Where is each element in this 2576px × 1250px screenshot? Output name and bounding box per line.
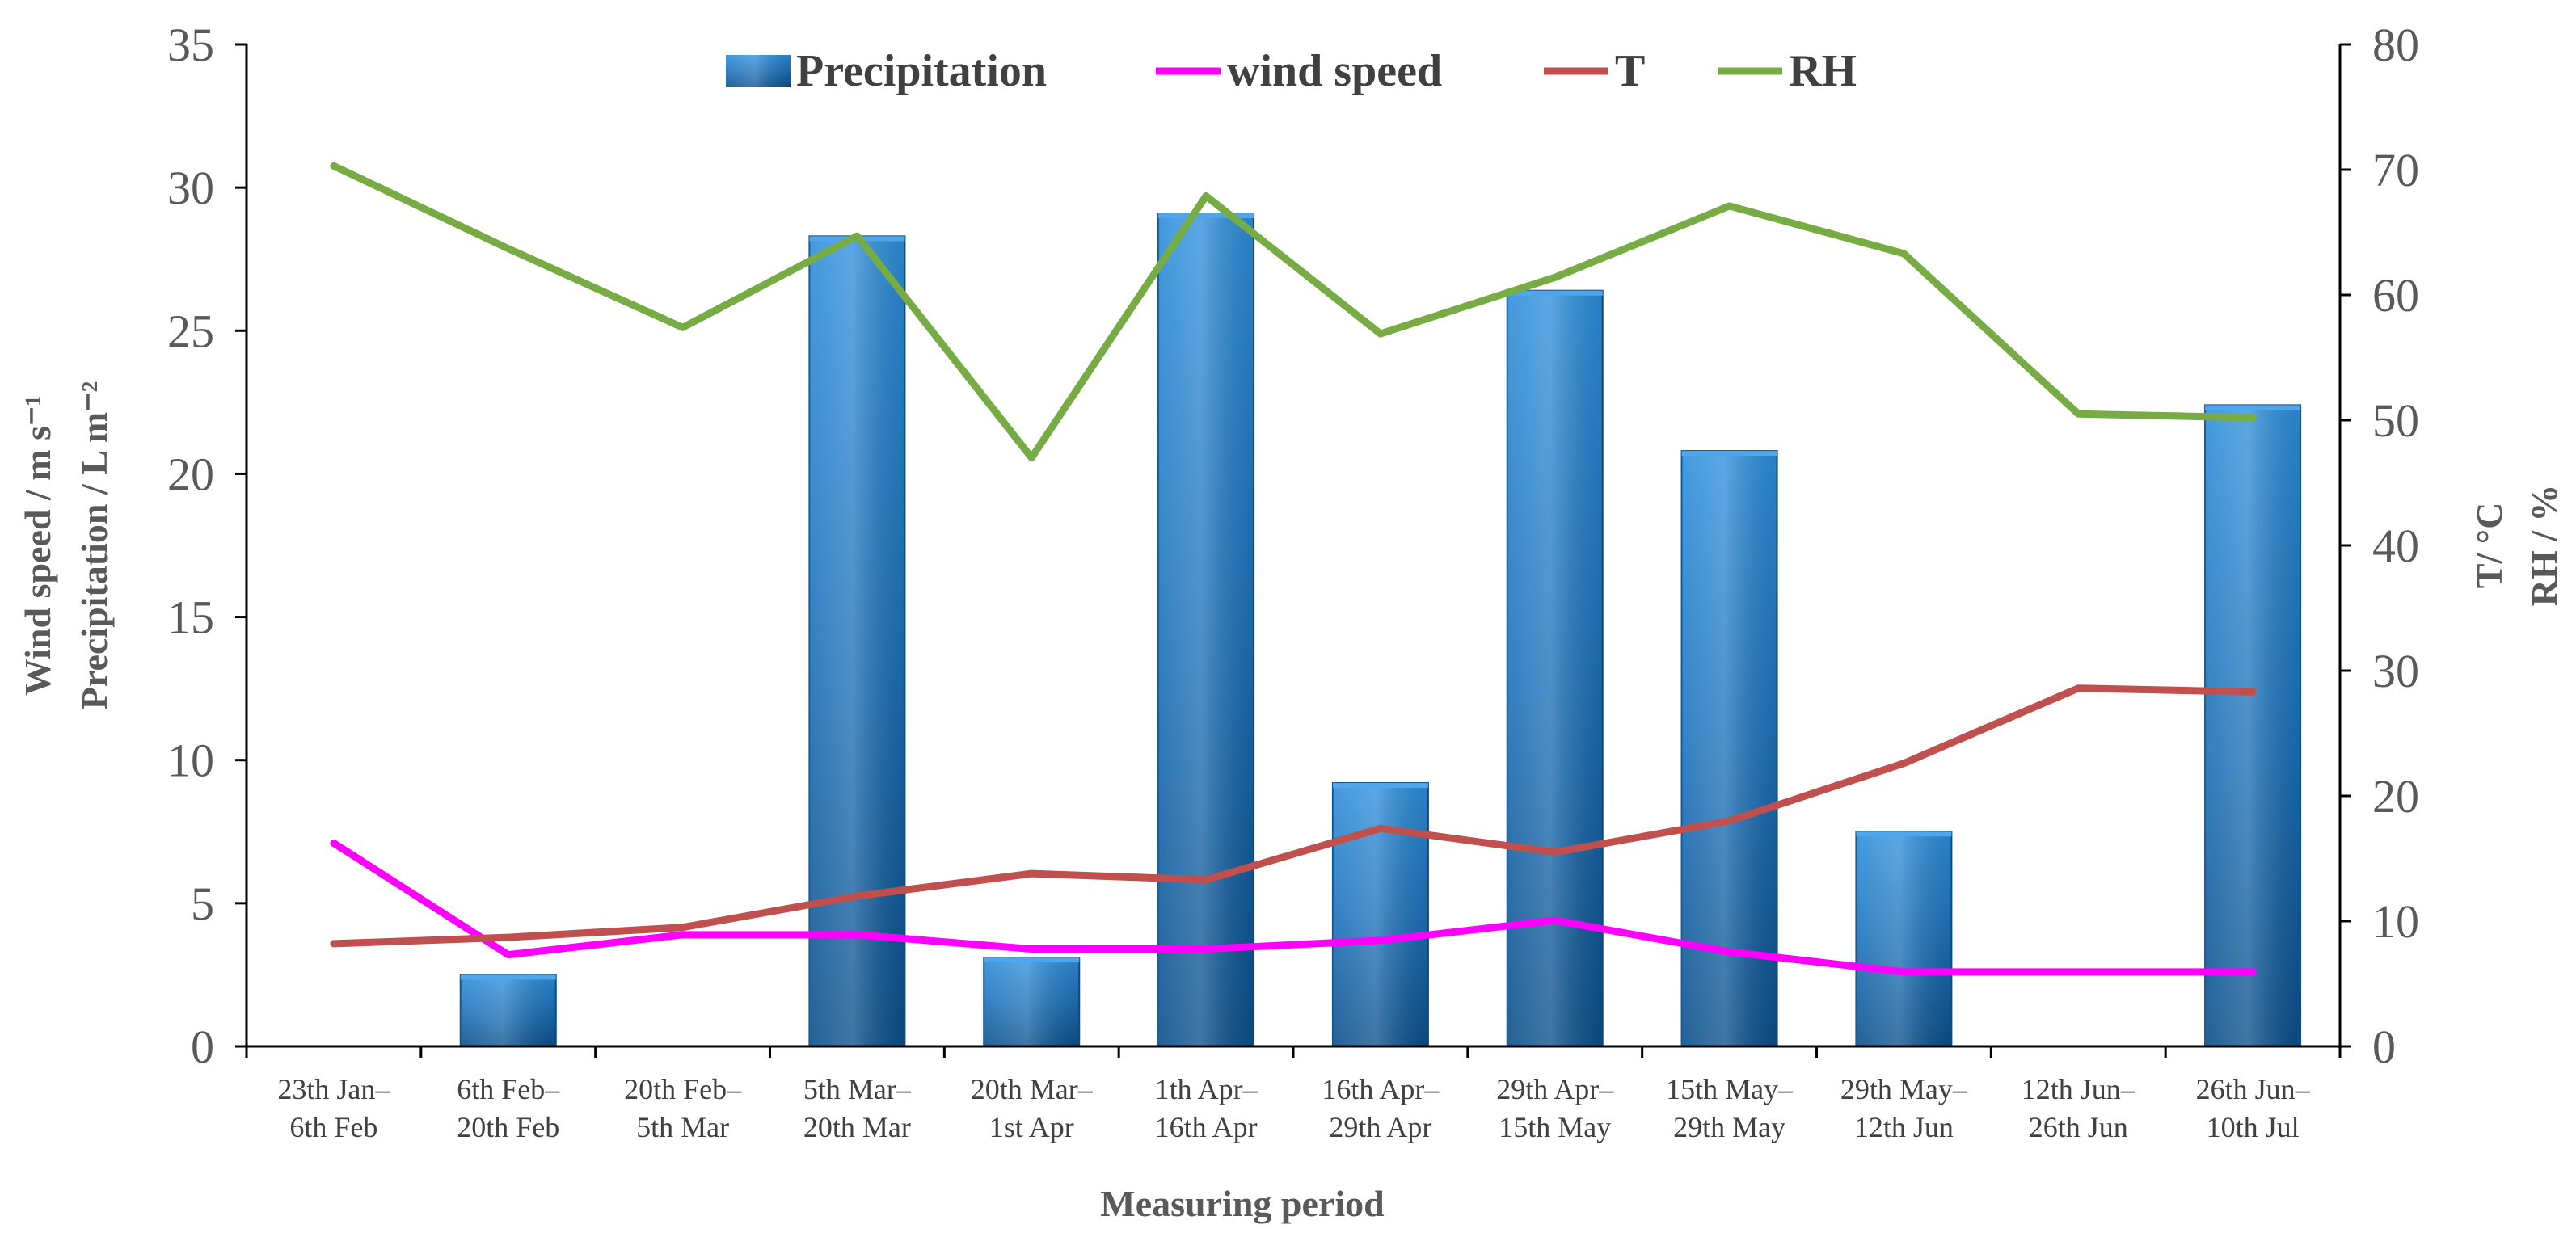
right-tick-label: 40 (2372, 520, 2419, 572)
precipitation-bar-cap (460, 974, 556, 980)
category-label: 1th Apr– (1155, 1073, 1258, 1105)
category-label: 12th Jun (1854, 1111, 1954, 1143)
right-tick-label: 20 (2372, 770, 2419, 823)
category-label: 5th Mar (636, 1111, 729, 1143)
category-label: 29th May (1673, 1111, 1785, 1143)
category-label: 20th Feb– (624, 1073, 742, 1105)
left-axis-title-2: Precipitation / L m⁻² (74, 381, 115, 709)
category-label: 29th Apr– (1496, 1073, 1614, 1105)
precipitation-bar-cap (2205, 405, 2301, 410)
category-label: 6th Feb– (457, 1073, 560, 1105)
category-label: 16th Apr (1155, 1111, 1258, 1143)
right-tick-label: 60 (2372, 269, 2419, 322)
right-tick-label: 30 (2372, 645, 2419, 697)
right-tick-label: 10 (2372, 895, 2419, 948)
right-axis-title-1: T/ °C (2468, 503, 2510, 589)
precipitation-bar-shine (1158, 213, 1254, 1046)
legend-label-wind-speed: wind speed (1227, 46, 1442, 96)
right-axis-title-2: RH / % (2523, 485, 2565, 607)
left-tick-label: 25 (167, 305, 214, 357)
right-tick-label: 50 (2372, 394, 2419, 447)
line-series (330, 162, 2257, 976)
axis-ticks: 0 5 10 15 20 25 30 35 0 10 20 30 40 50 60 70 80 (167, 19, 2419, 1073)
category-label: 15th May– (1666, 1073, 1794, 1105)
category-label: 5th Mar– (803, 1073, 912, 1105)
category-labels: 23th Jan– 6th Feb 6th Feb– 20th Feb 20th Feb… (277, 1073, 2310, 1143)
legend-swatch-shine (726, 55, 791, 87)
left-tick-label: 20 (167, 448, 214, 500)
left-axis-title-1: Wind speed / m s⁻¹ (17, 395, 58, 696)
precipitation-bar-cap (1158, 213, 1254, 219)
category-label: 20th Mar– (971, 1073, 1094, 1105)
series-line-wind-speed (330, 839, 2257, 976)
category-label: 20th Feb (457, 1111, 559, 1143)
precipitation-bar-shine (2205, 405, 2301, 1046)
right-tick-label: 0 (2372, 1021, 2396, 1073)
left-tick-label: 30 (167, 162, 214, 214)
precipitation-bar-shine (1507, 290, 1603, 1047)
precipitation-bar-cap (1507, 290, 1603, 296)
category-label: 20th Mar (803, 1111, 911, 1143)
precipitation-bar-shine (1332, 783, 1428, 1046)
left-tick-label: 10 (167, 734, 214, 787)
legend-label-rh: RH (1789, 46, 1857, 96)
precipitation-bar-cap (1856, 831, 1952, 837)
category-label: 10th Jul (2207, 1111, 2300, 1143)
precipitation-bar-cap (1332, 783, 1428, 789)
x-axis-title: Measuring period (1100, 1183, 1385, 1224)
left-tick-label: 35 (167, 19, 214, 71)
left-tick-label: 15 (167, 591, 214, 644)
legend: Precipitation wind speed T RH (726, 46, 1857, 96)
left-tick-label: 5 (191, 878, 214, 930)
category-label: 26th Jun– (2196, 1073, 2311, 1105)
series-line-t (330, 684, 2257, 948)
category-label: 16th Apr– (1322, 1073, 1440, 1105)
right-tick-label: 80 (2372, 19, 2419, 71)
left-tick-label: 0 (191, 1021, 214, 1073)
precipitation-bar-shine (460, 974, 556, 1046)
precipitation-bar-shine (1856, 831, 1952, 1046)
category-label: 6th Feb (289, 1111, 377, 1143)
legend-label-precipitation: Precipitation (796, 46, 1047, 96)
category-label: 29th Apr (1329, 1111, 1431, 1143)
category-label: 26th Jun (2029, 1111, 2128, 1143)
category-label: 1st Apr (989, 1111, 1074, 1143)
category-label: 23th Jan– (277, 1073, 390, 1105)
precipitation-bar-shine (984, 957, 1080, 1046)
precipitation-bar-shine (809, 236, 905, 1046)
precipitation-bar-cap (1681, 451, 1777, 457)
series-line-rh (330, 162, 2257, 461)
precipitation-bar-cap (984, 957, 1080, 963)
legend-label-t: T (1615, 46, 1645, 96)
category-label: 12th Jun– (2022, 1073, 2136, 1105)
category-label: 29th May– (1840, 1073, 1968, 1105)
category-label: 15th May (1499, 1111, 1611, 1143)
right-tick-label: 70 (2372, 144, 2419, 196)
